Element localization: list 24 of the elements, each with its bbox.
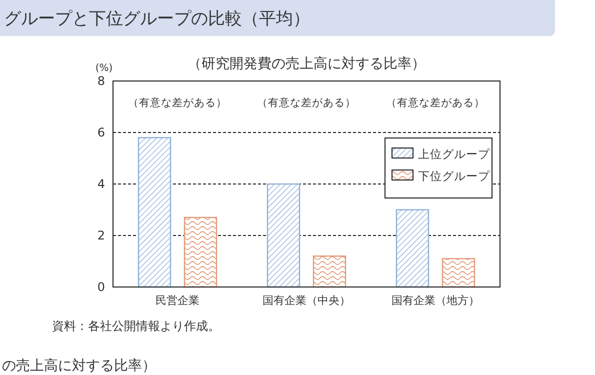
chart-subtitle: （研究開発費の売上高に対する比率） <box>188 56 426 72</box>
legend-label: 下位グループ <box>418 169 491 183</box>
bar <box>138 137 172 288</box>
x-tick-label: 国有企業（中央） <box>262 294 350 307</box>
x-tick-label: 民営企業 <box>156 294 200 307</box>
bar <box>184 216 218 288</box>
text: 資料：各社公開情報より作成。 <box>52 319 220 333</box>
annotation: （有意な差がある） <box>257 96 356 109</box>
y-tick-label: 0 <box>97 280 105 294</box>
y-tick-label: 8 <box>97 74 105 88</box>
text: の売上高に対する比率） <box>2 358 156 374</box>
bar <box>442 258 476 288</box>
annotation: （有意な差がある） <box>128 96 227 109</box>
y-axis-title: (%) <box>95 63 113 74</box>
x-tick-label: 国有企業（地方） <box>392 294 480 307</box>
bar <box>396 209 430 288</box>
bar <box>266 183 300 288</box>
chart-title: グループと下位グループの比較（平均） <box>4 9 310 29</box>
legend-label: 上位グループ <box>418 147 491 161</box>
annotation: （有意な差がある） <box>386 96 485 109</box>
y-tick-label: 2 <box>97 228 105 242</box>
bar <box>312 256 346 288</box>
y-tick-label: 4 <box>97 177 105 191</box>
y-tick-label: 6 <box>97 126 105 140</box>
